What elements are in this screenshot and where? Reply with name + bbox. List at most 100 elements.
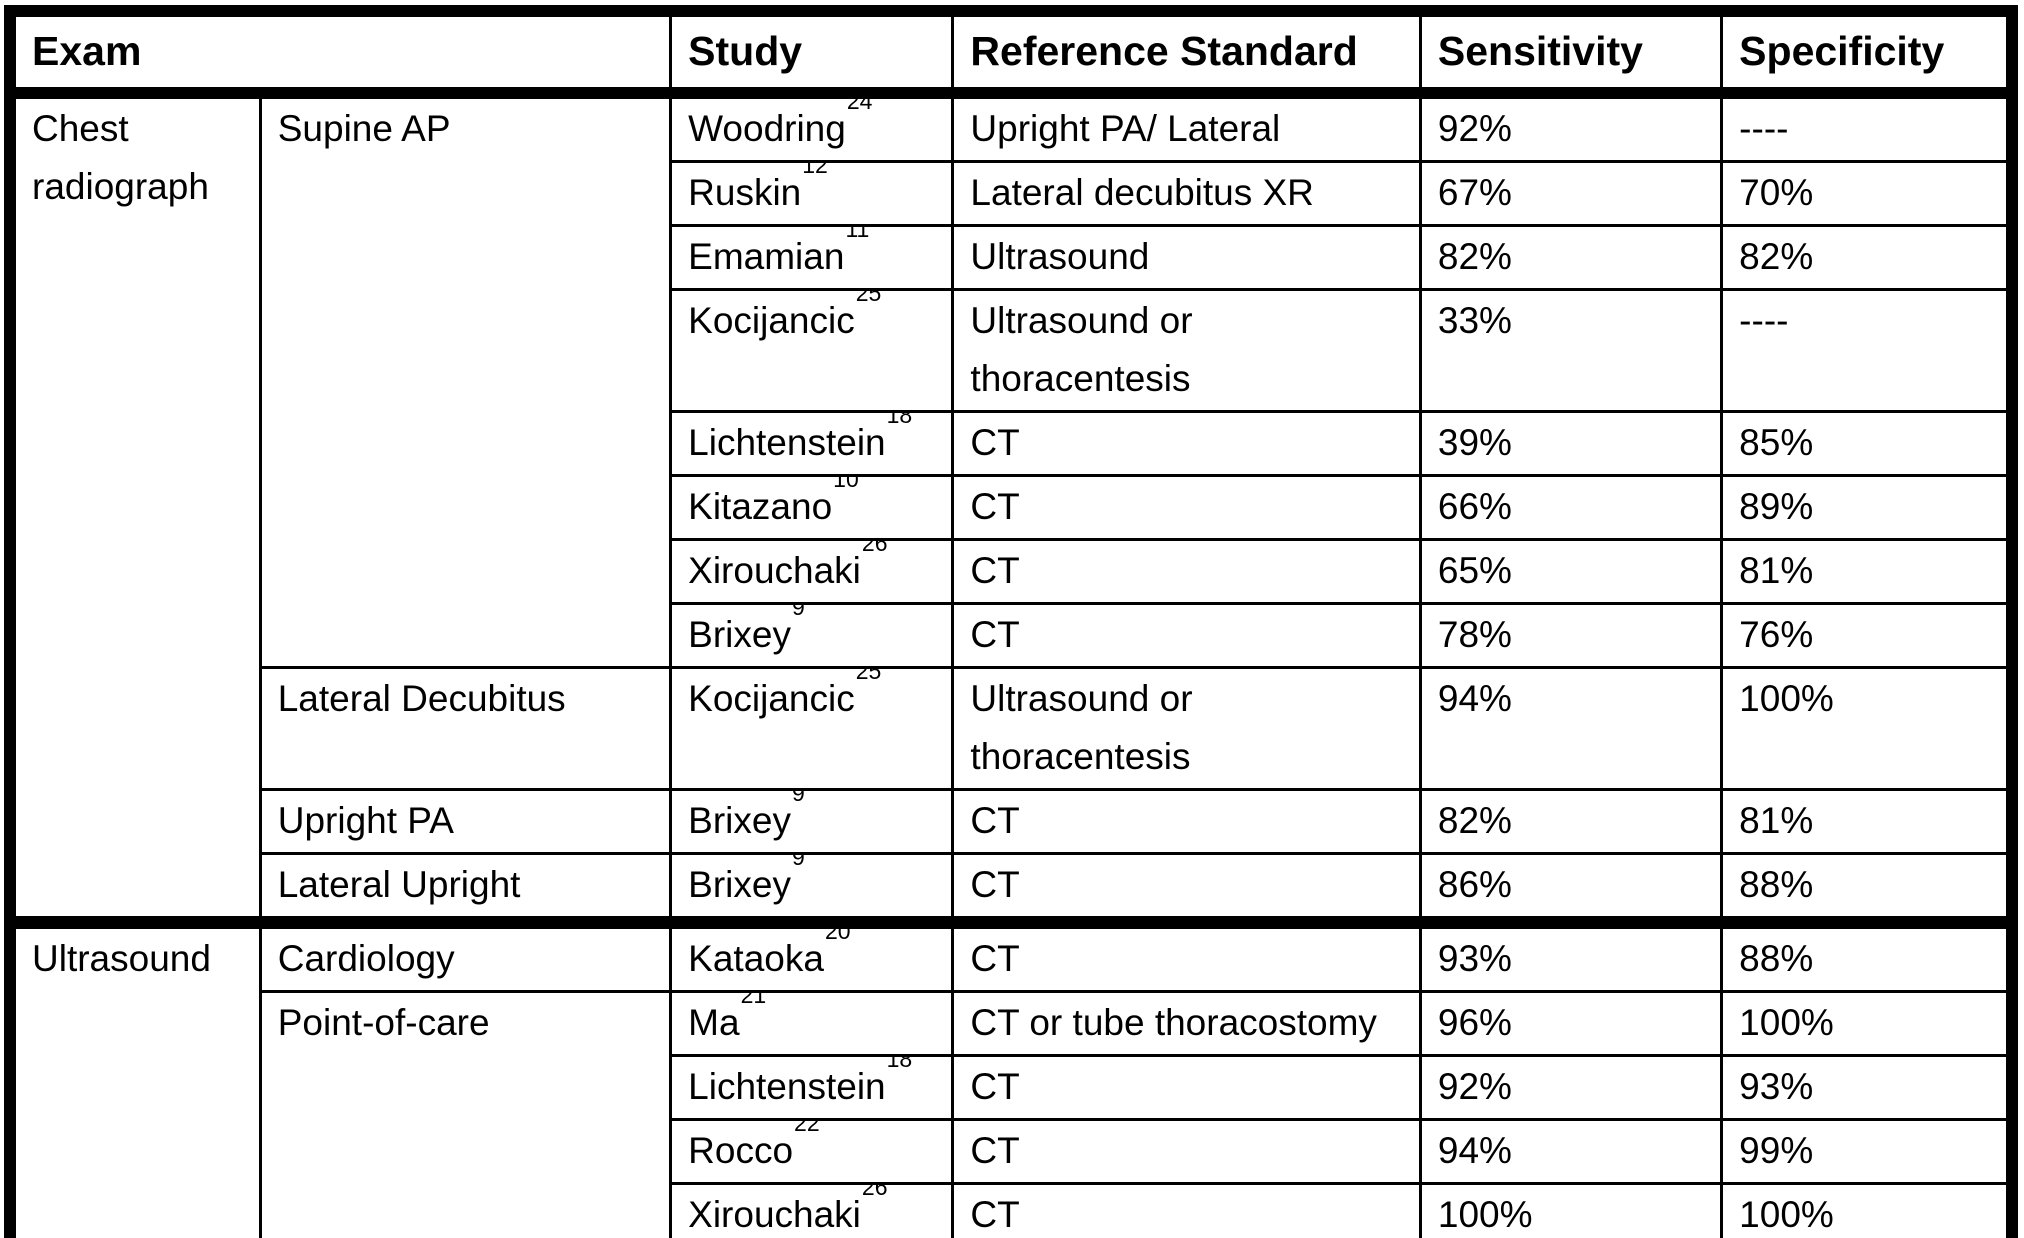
sensitivity-cell: 93%: [1418, 916, 1724, 993]
reference-cell: CT: [951, 1054, 1422, 1121]
sensitivity-cell: 82%: [1418, 788, 1724, 855]
reference-cell: CT: [951, 474, 1422, 541]
study-cell: Kataoka20: [669, 916, 955, 993]
study-cell: Xirouchaki26: [669, 1182, 955, 1238]
exam-subtype-cell: Upright PA: [258, 788, 673, 855]
study-cell: Woodring24: [669, 91, 955, 163]
table-row: Point-of-care Ma21 CT or tube thoracosto…: [10, 990, 2014, 1238]
table-row: Lateral Decubitus Kocijancic25 Ultrasoun…: [10, 666, 2014, 791]
study-cell: Kocijancic25: [669, 666, 955, 791]
citation-superscript: 11: [845, 225, 870, 242]
table-row: Lichtenstein18 CT 92% 93%: [10, 1054, 2014, 1121]
citation-superscript: 22: [794, 1119, 820, 1136]
citation-superscript: 26: [861, 1183, 888, 1200]
specificity-cell: 89%: [1720, 474, 2014, 541]
study-name: Lichtenstein: [688, 1066, 886, 1107]
specificity-cell: ----: [1720, 288, 2014, 413]
citation-superscript: 25: [855, 289, 882, 306]
study-name: Ma: [688, 1002, 740, 1043]
reference-cell: Ultrasound or thoracentesis: [951, 666, 1422, 791]
sensitivity-cell: 66%: [1418, 474, 1724, 541]
sensitivity-cell: 92%: [1418, 1054, 1724, 1121]
exam-subtype-cell: Cardiology: [258, 916, 673, 993]
citation-superscript: 25: [855, 667, 882, 684]
reference-cell: Upright PA/ Lateral: [951, 91, 1422, 163]
column-header-specificity: Specificity: [1720, 9, 2014, 99]
citation-superscript: 20: [824, 922, 851, 944]
study-cell: Xirouchaki26: [669, 538, 955, 605]
sensitivity-cell: 96%: [1418, 990, 1724, 1057]
study-cell: Rocco22: [669, 1118, 955, 1185]
reference-cell: CT: [951, 1118, 1422, 1185]
exam-subtype-cell: Supine AP: [258, 91, 673, 669]
table-row: Ruskin12 Lateral decubitus XR 67% 70%: [10, 160, 2014, 227]
study-name: Kitazano: [688, 486, 833, 527]
table-row: Kitazano10 CT 66% 89%: [10, 474, 2014, 541]
specificity-cell: 81%: [1720, 538, 2014, 605]
exam-subtype-cell: Lateral Decubitus: [258, 666, 673, 791]
specificity-cell: 85%: [1720, 410, 2014, 477]
header-row: Exam Study Reference Standard Sensitivit…: [8, 9, 2014, 99]
study-name: Rocco: [688, 1130, 794, 1171]
column-header-sensitivity: Sensitivity: [1418, 9, 1724, 99]
specificity-cell: 88%: [1720, 852, 2014, 924]
citation-superscript: 9: [791, 789, 805, 806]
sensitivity-cell: 67%: [1418, 160, 1724, 227]
study-name: Brixey: [688, 800, 791, 841]
reference-cell: CT: [951, 538, 1422, 605]
page: Exam Study Reference Standard Sensitivit…: [0, 5, 2024, 1238]
study-cell: Brixey9: [669, 788, 955, 855]
reference-cell: Ultrasound or thoracentesis: [951, 288, 1422, 413]
study-name: Xirouchaki: [688, 1194, 861, 1235]
reference-cell: CT: [951, 788, 1422, 855]
reference-cell: CT: [951, 410, 1422, 477]
specificity-cell: 99%: [1720, 1118, 2014, 1185]
exam-group-cell: Chest radiograph: [8, 91, 262, 924]
citation-superscript: 18: [886, 411, 913, 428]
study-name: Xirouchaki: [688, 550, 861, 591]
sensitivity-cell: 94%: [1418, 666, 1724, 791]
study-name: Ruskin: [688, 172, 802, 213]
column-header-study: Study: [669, 9, 955, 99]
sensitivity-cell: 65%: [1418, 538, 1724, 605]
exam-group-cell: Ultrasound: [8, 916, 262, 1238]
study-cell: Ruskin12: [669, 160, 955, 227]
study-name: Brixey: [688, 864, 791, 905]
reference-cell: Lateral decubitus XR: [951, 160, 1422, 227]
reference-cell: CT: [951, 916, 1422, 993]
table-row: Xirouchaki26 CT 65% 81%: [10, 538, 2014, 605]
table-row: Emamian11 Ultrasound 82% 82%: [10, 224, 2014, 291]
reference-cell: CT or tube thoracostomy: [951, 990, 1422, 1057]
table-row: Ultrasound Cardiology Kataoka20 CT 93% 8…: [8, 916, 2014, 1238]
reference-cell: CT: [951, 1182, 1422, 1238]
sensitivity-cell: 100%: [1418, 1182, 1724, 1238]
citation-superscript: 18: [886, 1055, 913, 1072]
study-cell: Brixey9: [669, 602, 955, 669]
column-header-exam: Exam: [8, 9, 673, 99]
study-name: Kataoka: [688, 938, 824, 979]
specificity-cell: 76%: [1720, 602, 2014, 669]
specificity-cell: 81%: [1720, 788, 2014, 855]
study-name: Woodring: [688, 108, 846, 149]
sensitivity-cell: 78%: [1418, 602, 1724, 669]
sensitivity-cell: 94%: [1418, 1118, 1724, 1185]
specificity-cell: 100%: [1720, 666, 2014, 791]
citation-superscript: 9: [791, 603, 805, 620]
table-row: Lichtenstein18 CT 39% 85%: [10, 410, 2014, 477]
table-row: Brixey9 CT 78% 76%: [10, 602, 2014, 669]
table-row: Chest radiograph Supine AP Woodring24 Up…: [8, 91, 2014, 924]
study-cell: Lichtenstein18: [669, 1054, 955, 1121]
exam-subtype-cell: Point-of-care: [258, 990, 673, 1238]
citation-superscript: 26: [861, 539, 888, 556]
citation-superscript: 21: [740, 991, 767, 1008]
table-row: Kocijancic25 Ultrasound or thoracentesis…: [10, 288, 2014, 413]
study-cell: Ma21: [669, 990, 955, 1057]
study-name: Kocijancic: [688, 678, 855, 719]
table-row: Lateral Upright Brixey9 CT 86% 88%: [10, 852, 2014, 924]
specificity-cell: 82%: [1720, 224, 2014, 291]
study-cell: Kocijancic25: [669, 288, 955, 413]
table-row: Rocco22 CT 94% 99%: [10, 1118, 2014, 1185]
study-name: Emamian: [688, 236, 845, 277]
specificity-cell: 100%: [1720, 1182, 2014, 1238]
sensitivity-cell: 39%: [1418, 410, 1724, 477]
